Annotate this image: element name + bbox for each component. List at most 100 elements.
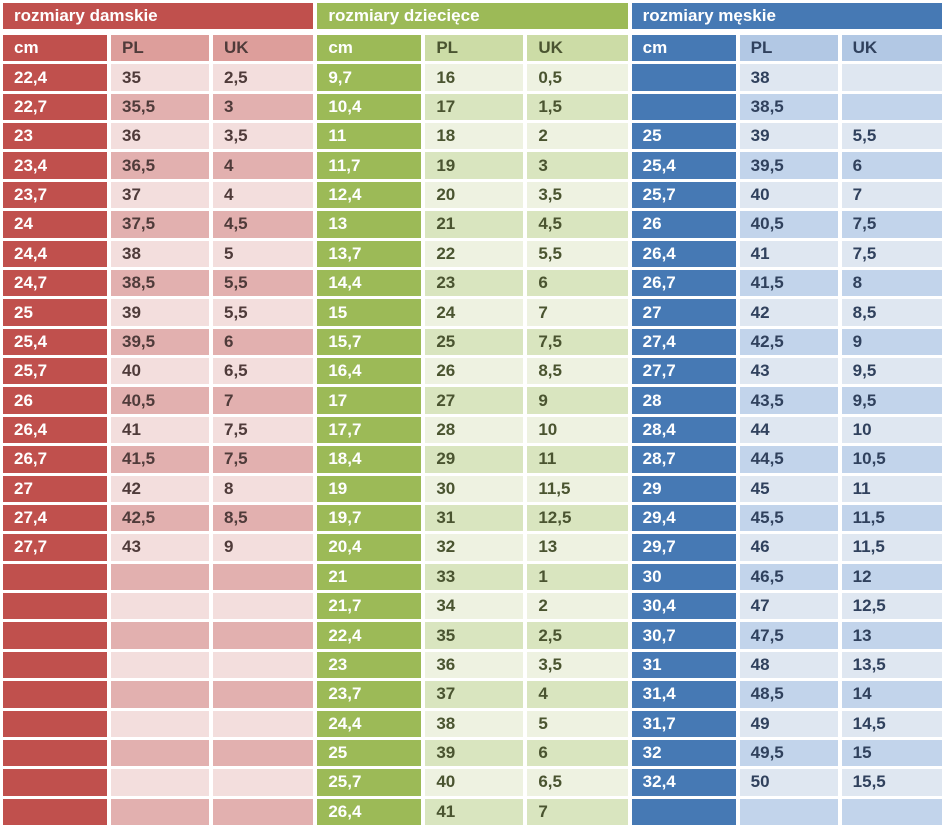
- cell-pl: 27: [425, 387, 524, 414]
- cell-cm: 22,4: [317, 622, 422, 649]
- cell-pl: [111, 593, 209, 620]
- cell-pl: [111, 622, 209, 649]
- cell-pl: [111, 563, 209, 591]
- cell-cm: 11: [317, 123, 422, 150]
- cell-pl: 44,5: [739, 446, 838, 473]
- cell-cm: 15: [317, 299, 422, 326]
- cell-cm: 26: [3, 387, 107, 414]
- cell-uk: 14,5: [841, 710, 942, 737]
- cell-pl: 46,5: [739, 563, 838, 591]
- cell-uk: 7: [527, 798, 628, 825]
- cell-pl: 41: [739, 240, 838, 267]
- cell-pl: 48,5: [739, 681, 838, 708]
- cell-pl: 49: [739, 710, 838, 737]
- children-sizes-grid: cm PL UK 9,7 16 0,5 10,4 17 1,5 11 18 2 11,7 19 3 12,4 2…: [317, 35, 628, 825]
- cell-cm: 30,4: [631, 593, 736, 620]
- column-header-cm: cm: [631, 35, 736, 62]
- column-header-pl: PL: [111, 35, 209, 62]
- cell-uk: 7: [213, 387, 314, 414]
- table-title-women: rozmiary damskie: [3, 3, 314, 29]
- cell-uk: 7,5: [841, 211, 942, 238]
- cell-pl: 38: [425, 710, 524, 737]
- cell-pl: 45: [739, 475, 838, 502]
- cell-uk: [213, 681, 314, 708]
- column-header-uk: UK: [213, 35, 314, 62]
- cell-cm: 29: [631, 475, 736, 502]
- cell-pl: 41: [111, 416, 209, 444]
- cell-pl: 40,5: [739, 211, 838, 238]
- cell-uk: 11: [841, 475, 942, 502]
- cell-uk: 4: [213, 181, 314, 209]
- cell-cm: 27,7: [631, 358, 736, 385]
- cell-pl: 35: [425, 622, 524, 649]
- column-header-uk: UK: [841, 35, 942, 62]
- cell-uk: 11: [527, 446, 628, 473]
- column-header-cm: cm: [317, 35, 422, 62]
- cell-cm: 26: [631, 211, 736, 238]
- cell-cm: 25: [631, 123, 736, 150]
- cell-uk: [213, 651, 314, 679]
- cell-cm: 19: [317, 475, 422, 502]
- cell-uk: 6: [213, 328, 314, 356]
- cell-uk: 5: [527, 710, 628, 737]
- cell-cm: 26,4: [631, 240, 736, 267]
- cell-cm: 24: [3, 211, 107, 238]
- cell-cm: 23,7: [317, 681, 422, 708]
- cell-pl: 42,5: [111, 504, 209, 532]
- cell-uk: 12: [841, 563, 942, 591]
- cell-uk: 5,5: [841, 123, 942, 150]
- cell-cm: 25,7: [317, 769, 422, 796]
- cell-uk: 8,5: [213, 504, 314, 532]
- cell-uk: 12,5: [527, 504, 628, 532]
- cell-cm: 25,7: [3, 358, 107, 385]
- cell-pl: 41,5: [739, 269, 838, 297]
- cell-cm: 26,4: [317, 798, 422, 825]
- cell-pl: 43: [739, 358, 838, 385]
- cell-uk: [213, 769, 314, 796]
- cell-uk: 11,5: [527, 475, 628, 502]
- cell-pl: 36,5: [111, 152, 209, 179]
- cell-cm: 21: [317, 563, 422, 591]
- cell-cm: 27,4: [631, 328, 736, 356]
- cell-cm: 27: [631, 299, 736, 326]
- cell-pl: 22: [425, 240, 524, 267]
- cell-pl: 38: [111, 240, 209, 267]
- cell-pl: 37: [111, 181, 209, 209]
- cell-cm: 20,4: [317, 534, 422, 561]
- cell-uk: 2,5: [213, 64, 314, 91]
- cell-uk: 13: [527, 534, 628, 561]
- cell-uk: 13: [841, 622, 942, 649]
- cell-cm: 27: [3, 475, 107, 502]
- cell-uk: 2,5: [527, 622, 628, 649]
- cell-cm: 31,7: [631, 710, 736, 737]
- cell-uk: [213, 798, 314, 825]
- cell-uk: 9,5: [841, 358, 942, 385]
- cell-pl: 17: [425, 93, 524, 121]
- cell-cm: 14,4: [317, 269, 422, 297]
- table-title-men: rozmiary męskie: [631, 3, 942, 29]
- cell-cm: 24,7: [3, 269, 107, 297]
- cell-pl: 44: [739, 416, 838, 444]
- cell-uk: 7,5: [213, 416, 314, 444]
- cell-cm: 26,7: [631, 269, 736, 297]
- cell-uk: 3,5: [527, 651, 628, 679]
- cell-cm: 25,4: [3, 328, 107, 356]
- cell-uk: 11,5: [841, 504, 942, 532]
- cell-uk: 7: [841, 181, 942, 209]
- cell-uk: 10,5: [841, 446, 942, 473]
- table-title-children: rozmiary dziecięce: [317, 3, 628, 29]
- cell-uk: 6,5: [527, 769, 628, 796]
- cell-uk: 7,5: [527, 328, 628, 356]
- cell-uk: 5,5: [213, 299, 314, 326]
- cell-pl: 36: [425, 651, 524, 679]
- cell-uk: 5: [213, 240, 314, 267]
- column-header-pl: PL: [425, 35, 524, 62]
- column-header-cm: cm: [3, 35, 107, 62]
- cell-pl: 45,5: [739, 504, 838, 532]
- cell-uk: [841, 798, 942, 825]
- cell-pl: 29: [425, 446, 524, 473]
- cell-pl: 47,5: [739, 622, 838, 649]
- cell-uk: 1: [527, 563, 628, 591]
- cell-uk: [213, 710, 314, 737]
- men-sizes-table: rozmiary męskie cm PL UK 38 38,5 25 39 5,5 25,4 3…: [631, 3, 942, 825]
